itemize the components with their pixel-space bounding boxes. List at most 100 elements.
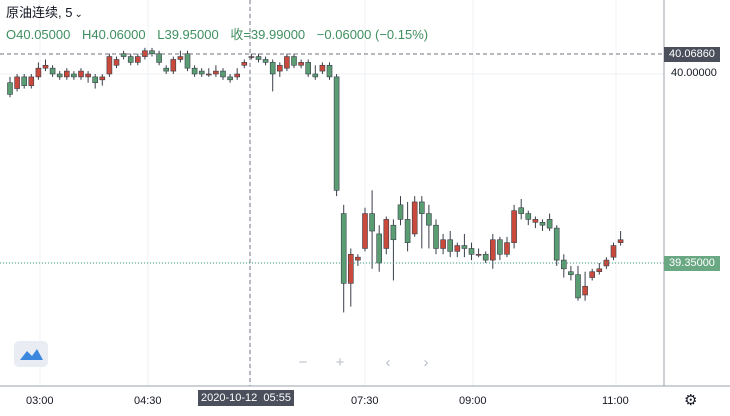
candle-body [546,219,553,229]
candle [610,242,617,261]
candle [333,74,340,197]
chart-legend: 原油连续, 5 ⌄ [6,5,83,20]
candle-body [113,59,120,66]
candle [262,56,269,66]
candle-body [468,248,475,255]
candle-body [376,233,383,264]
candle [497,236,503,261]
candle [447,231,454,258]
candle [475,248,482,258]
candle-body [553,227,560,261]
candle-body [213,70,219,75]
candle-body [383,219,390,249]
candle [596,263,603,275]
candle-body [411,201,418,235]
symbol-name[interactable]: 原油连续 [6,5,59,20]
candle-body [92,76,98,84]
candle-body [262,59,269,63]
candle [241,59,248,69]
candle [482,251,489,263]
candle-body [99,76,106,81]
candle-body [177,56,184,60]
candle-body [475,253,482,256]
zoom-out-button[interactable]: − [298,354,308,371]
candle [106,53,113,77]
ohlc-values: O40.05000 H40.06000 L39.95000 收=39.99000… [6,26,428,43]
candle-body [184,53,191,69]
candle [426,204,432,249]
candle-body [85,73,91,78]
interval-label[interactable]: 5 [65,5,73,20]
change-value: −0.06000 [316,27,372,42]
candle-body [156,53,162,63]
candle [120,50,127,60]
open-value: 40.05000 [16,27,71,42]
close-value: =39.99000 [243,27,306,42]
last-price-tag: 39.35000 [664,256,720,271]
candle [113,56,120,69]
candle [397,196,404,226]
gear-icon[interactable]: ⚙ [684,392,698,409]
candle-body [340,213,347,284]
candle-body [355,256,361,261]
candle-body [170,59,177,72]
candle [589,268,596,281]
candle-body [568,271,574,275]
candle [227,74,233,83]
candle-body [418,201,425,214]
candle [560,254,567,278]
candle [198,68,205,77]
candle-body [56,73,63,78]
high-value: 40.06000 [91,27,146,42]
candle-body [497,239,503,255]
crosshair-time-tag: 2020-10-12 05:55 [198,390,294,406]
candle-body [241,62,248,66]
candle [35,62,42,80]
time-axis-label: 11:00 [602,395,629,407]
candle-body [610,245,617,258]
candle [298,59,304,69]
candle [56,71,63,80]
candle-body [28,76,35,86]
candle [28,74,35,89]
tradingview-logo-icon[interactable] [14,341,48,367]
candle [347,248,354,307]
candle [78,68,84,80]
candle-body [191,67,198,75]
candle-body [525,213,532,220]
candle [220,68,226,80]
candle [135,53,141,66]
candle-body [234,73,240,78]
zoom-in-button[interactable]: + [335,354,345,371]
candle-body [206,73,212,76]
candle [156,50,162,66]
candle [234,68,240,80]
candle [532,216,539,229]
candle-body [120,53,127,57]
chevron-down-icon[interactable]: ⌄ [74,9,83,20]
scroll-left-button[interactable]: ‹ [385,354,391,371]
candle [362,207,368,252]
candle [127,53,134,66]
candle [411,196,418,237]
candle-body [369,213,375,232]
candle [355,254,361,266]
candle [418,196,425,249]
candle-body [305,62,312,75]
candle-body [404,219,411,243]
candle-body [298,62,304,66]
candle-body [347,253,354,284]
scroll-right-button[interactable]: › [423,354,429,371]
candle-body [14,76,20,89]
candle-body [518,207,525,214]
candle-body [149,50,155,54]
candle-body [617,239,624,243]
candle-body [440,239,446,249]
candle-body [284,56,290,69]
candle-body [582,285,588,296]
candle [326,62,333,80]
candle [582,271,588,301]
candle [291,53,297,69]
high-label: H [81,27,92,42]
